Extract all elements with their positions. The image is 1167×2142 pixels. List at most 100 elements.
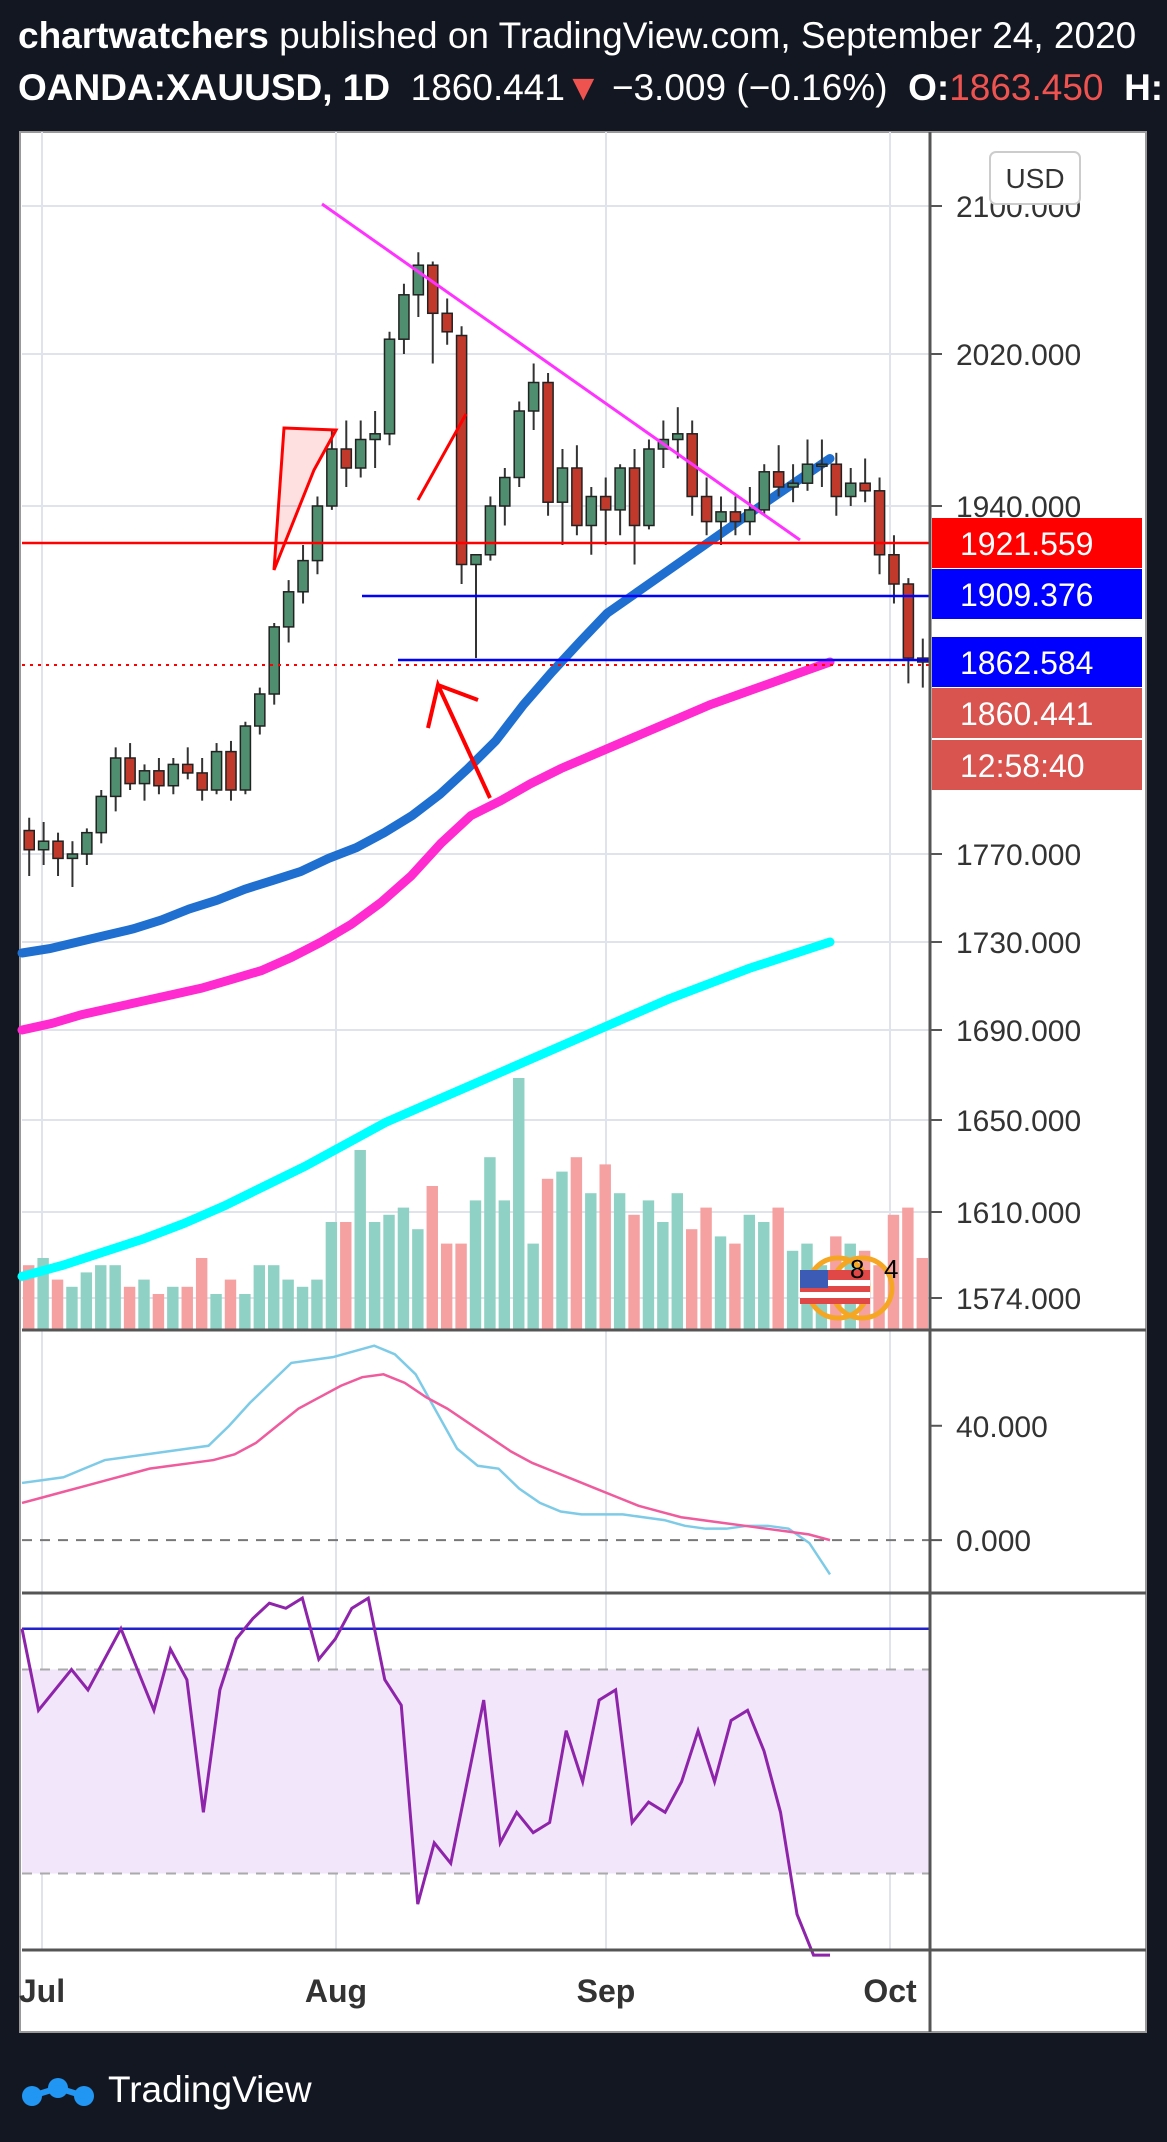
time-tick-label: Jul [19,1973,65,2009]
candle-body [153,770,165,787]
volume-bar [700,1207,712,1330]
volume-bar [368,1222,381,1330]
candle-body [715,511,727,523]
author-name[interactable]: chartwatchers [18,15,269,56]
candle-body [138,770,151,785]
candle-body [787,482,799,488]
candle-body [758,471,771,511]
volume-bar [195,1258,208,1330]
price-label-box [932,637,1142,687]
volume-bar [397,1207,410,1330]
candle-body [902,583,915,659]
event-count-b: 4 [884,1254,898,1284]
price-label-box [932,688,1142,738]
price-label-text: 1862.584 [960,645,1093,681]
candle-body [167,763,180,787]
time-tick-label: Oct [863,1973,917,2009]
brand-name[interactable]: TradingView [108,2069,312,2110]
volume-bar [527,1243,539,1330]
currency-button[interactable]: USD [989,151,1081,205]
candle-body [729,511,742,523]
volume-bar [109,1265,121,1330]
candle-body [830,463,843,498]
price-tick-label: 1770.000 [956,839,1081,872]
volume-bar [66,1286,78,1330]
volume-bar [138,1279,150,1330]
candle-body [556,467,569,503]
candle-body [671,433,684,441]
publish-line: chartwatchers published on TradingView.c… [18,14,1136,58]
volume-bar [484,1157,496,1330]
candle-body [354,438,367,469]
price-label-text: 1921.559 [960,526,1093,562]
candle-body [398,294,410,340]
time-tick-label: Sep [577,1973,636,2009]
candle-body [527,381,540,412]
volume-bar [95,1265,107,1330]
candle-body [499,476,511,507]
volume-bar [325,1222,338,1330]
price-label-box [932,740,1142,790]
volume-bar [570,1157,583,1330]
volume-bar [729,1243,741,1330]
volume-bar [585,1193,597,1330]
symbol-line: OANDA:XAUUSD, 1D 1860.441▼ −3.009 (−0.16… [18,66,1163,110]
volume-bar [383,1214,395,1330]
candle-body [455,334,468,566]
volume-bar [772,1207,784,1330]
price-label-text: 1909.376 [960,577,1093,613]
price-labels: 1921.559 1909.376 1862.584 1860.441 12:58:40 [932,518,1142,790]
volume-bar [224,1279,237,1330]
price-tick-label: 2020.000 [956,339,1081,372]
volume-bar [210,1294,222,1330]
rsi-pane [20,1591,1146,1957]
volume-bar [671,1193,683,1330]
candle-body [297,559,309,593]
volume-bar [426,1186,438,1330]
price-tick-label: 1574.000 [956,1283,1081,1316]
grid-lines [22,132,930,1950]
volume-bar [51,1279,64,1330]
volume-bar [714,1236,727,1330]
volume-bar [657,1222,669,1330]
price-label-box [932,518,1142,568]
tradingview-logo-icon[interactable] [18,2066,98,2114]
open-label: O: [908,67,950,108]
oscillator-line [21,1344,832,1576]
candle-body [700,495,713,523]
volume-bar [685,1229,698,1330]
candle-body [369,433,381,441]
volume-bar [556,1171,568,1330]
arrow-annotation [426,678,492,799]
volume-bar [541,1178,554,1330]
candle-body [844,482,857,498]
volume-bar [253,1265,266,1330]
candle-body [470,554,482,566]
candle-body [181,763,194,774]
candle-body [441,312,453,333]
candle-body [873,490,886,556]
price-chart[interactable]: 2100.0002020.0001940.0001770.0001730.000… [0,130,1167,2060]
symbol-label: OANDA:XAUUSD, 1D [18,67,391,108]
footer: TradingView [18,2060,312,2120]
candle-body [599,495,612,511]
volume-bar [354,1150,366,1330]
candle-body [23,829,36,851]
candle-body [888,554,900,585]
event-count-a: 8 [850,1254,864,1284]
volume-bar [498,1200,511,1330]
volume-bar [412,1229,424,1330]
candle-body [383,338,396,435]
volume-bar [440,1243,453,1330]
volume-bar [167,1286,179,1330]
volume-bar [296,1286,309,1330]
candle-body [643,448,655,527]
volume-bar [599,1164,611,1330]
candle-body [52,840,64,860]
price-label-text: 1860.441 [960,696,1093,732]
candle-body [340,448,353,469]
us-flag-icon[interactable]: 8 4 [800,1254,898,1321]
rsi-line [20,1595,830,1957]
candle-body [124,757,136,785]
volume-bar [613,1193,626,1330]
